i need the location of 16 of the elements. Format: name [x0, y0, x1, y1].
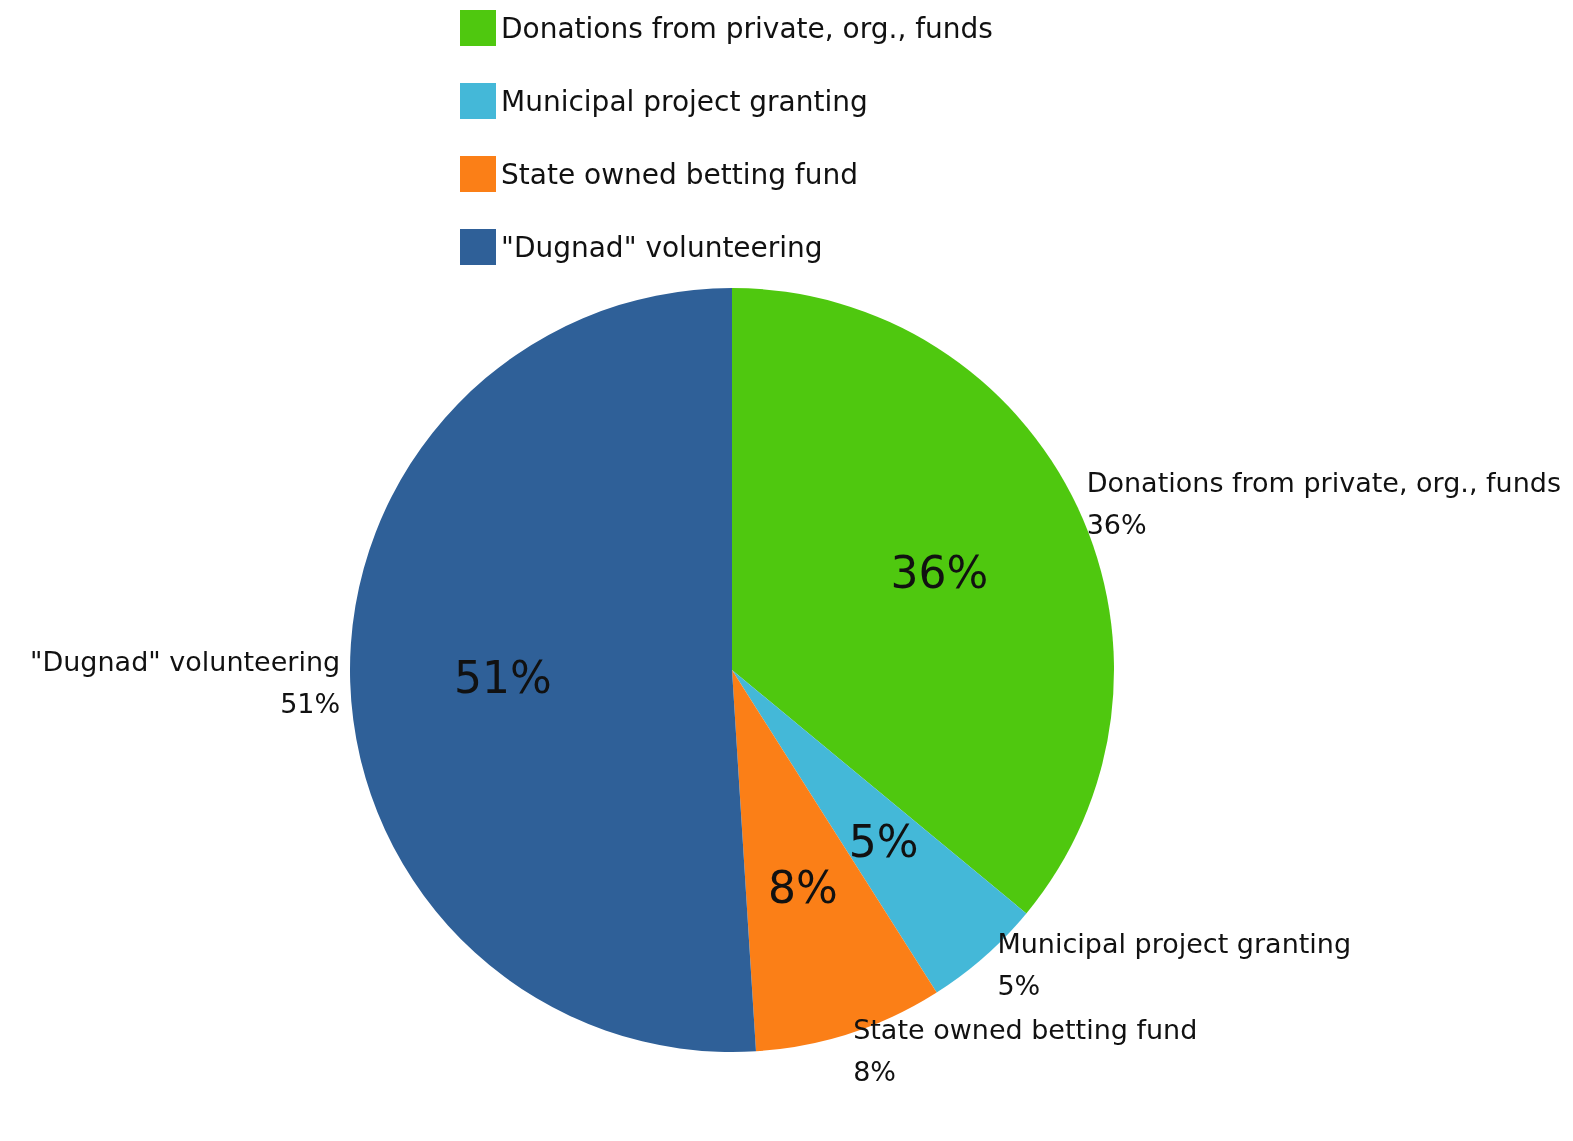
slice-label: Donations from private, org., funds — [1086, 466, 1562, 498]
text: 5% — [848, 816, 919, 868]
data-label: 5% — [997, 969, 1041, 1001]
text: 51% — [454, 651, 552, 703]
data-label: 36% — [1086, 508, 1147, 540]
text: 8% — [767, 862, 838, 914]
text: 36% — [890, 546, 989, 598]
legend-label: Donations from private, org., funds — [501, 11, 993, 45]
slice-label: Municipal project granting — [997, 927, 1352, 959]
slice-label: State owned betting fund — [853, 1013, 1198, 1045]
slice-label: "Dugnad" volunteering — [30, 645, 341, 677]
data-label: 8% — [853, 1055, 896, 1087]
data-label: 51% — [280, 687, 341, 719]
legend-label: "Dugnad" volunteering — [501, 230, 823, 264]
legend-label: Municipal project granting — [501, 84, 868, 118]
legend-label: State owned betting fund — [501, 157, 858, 191]
